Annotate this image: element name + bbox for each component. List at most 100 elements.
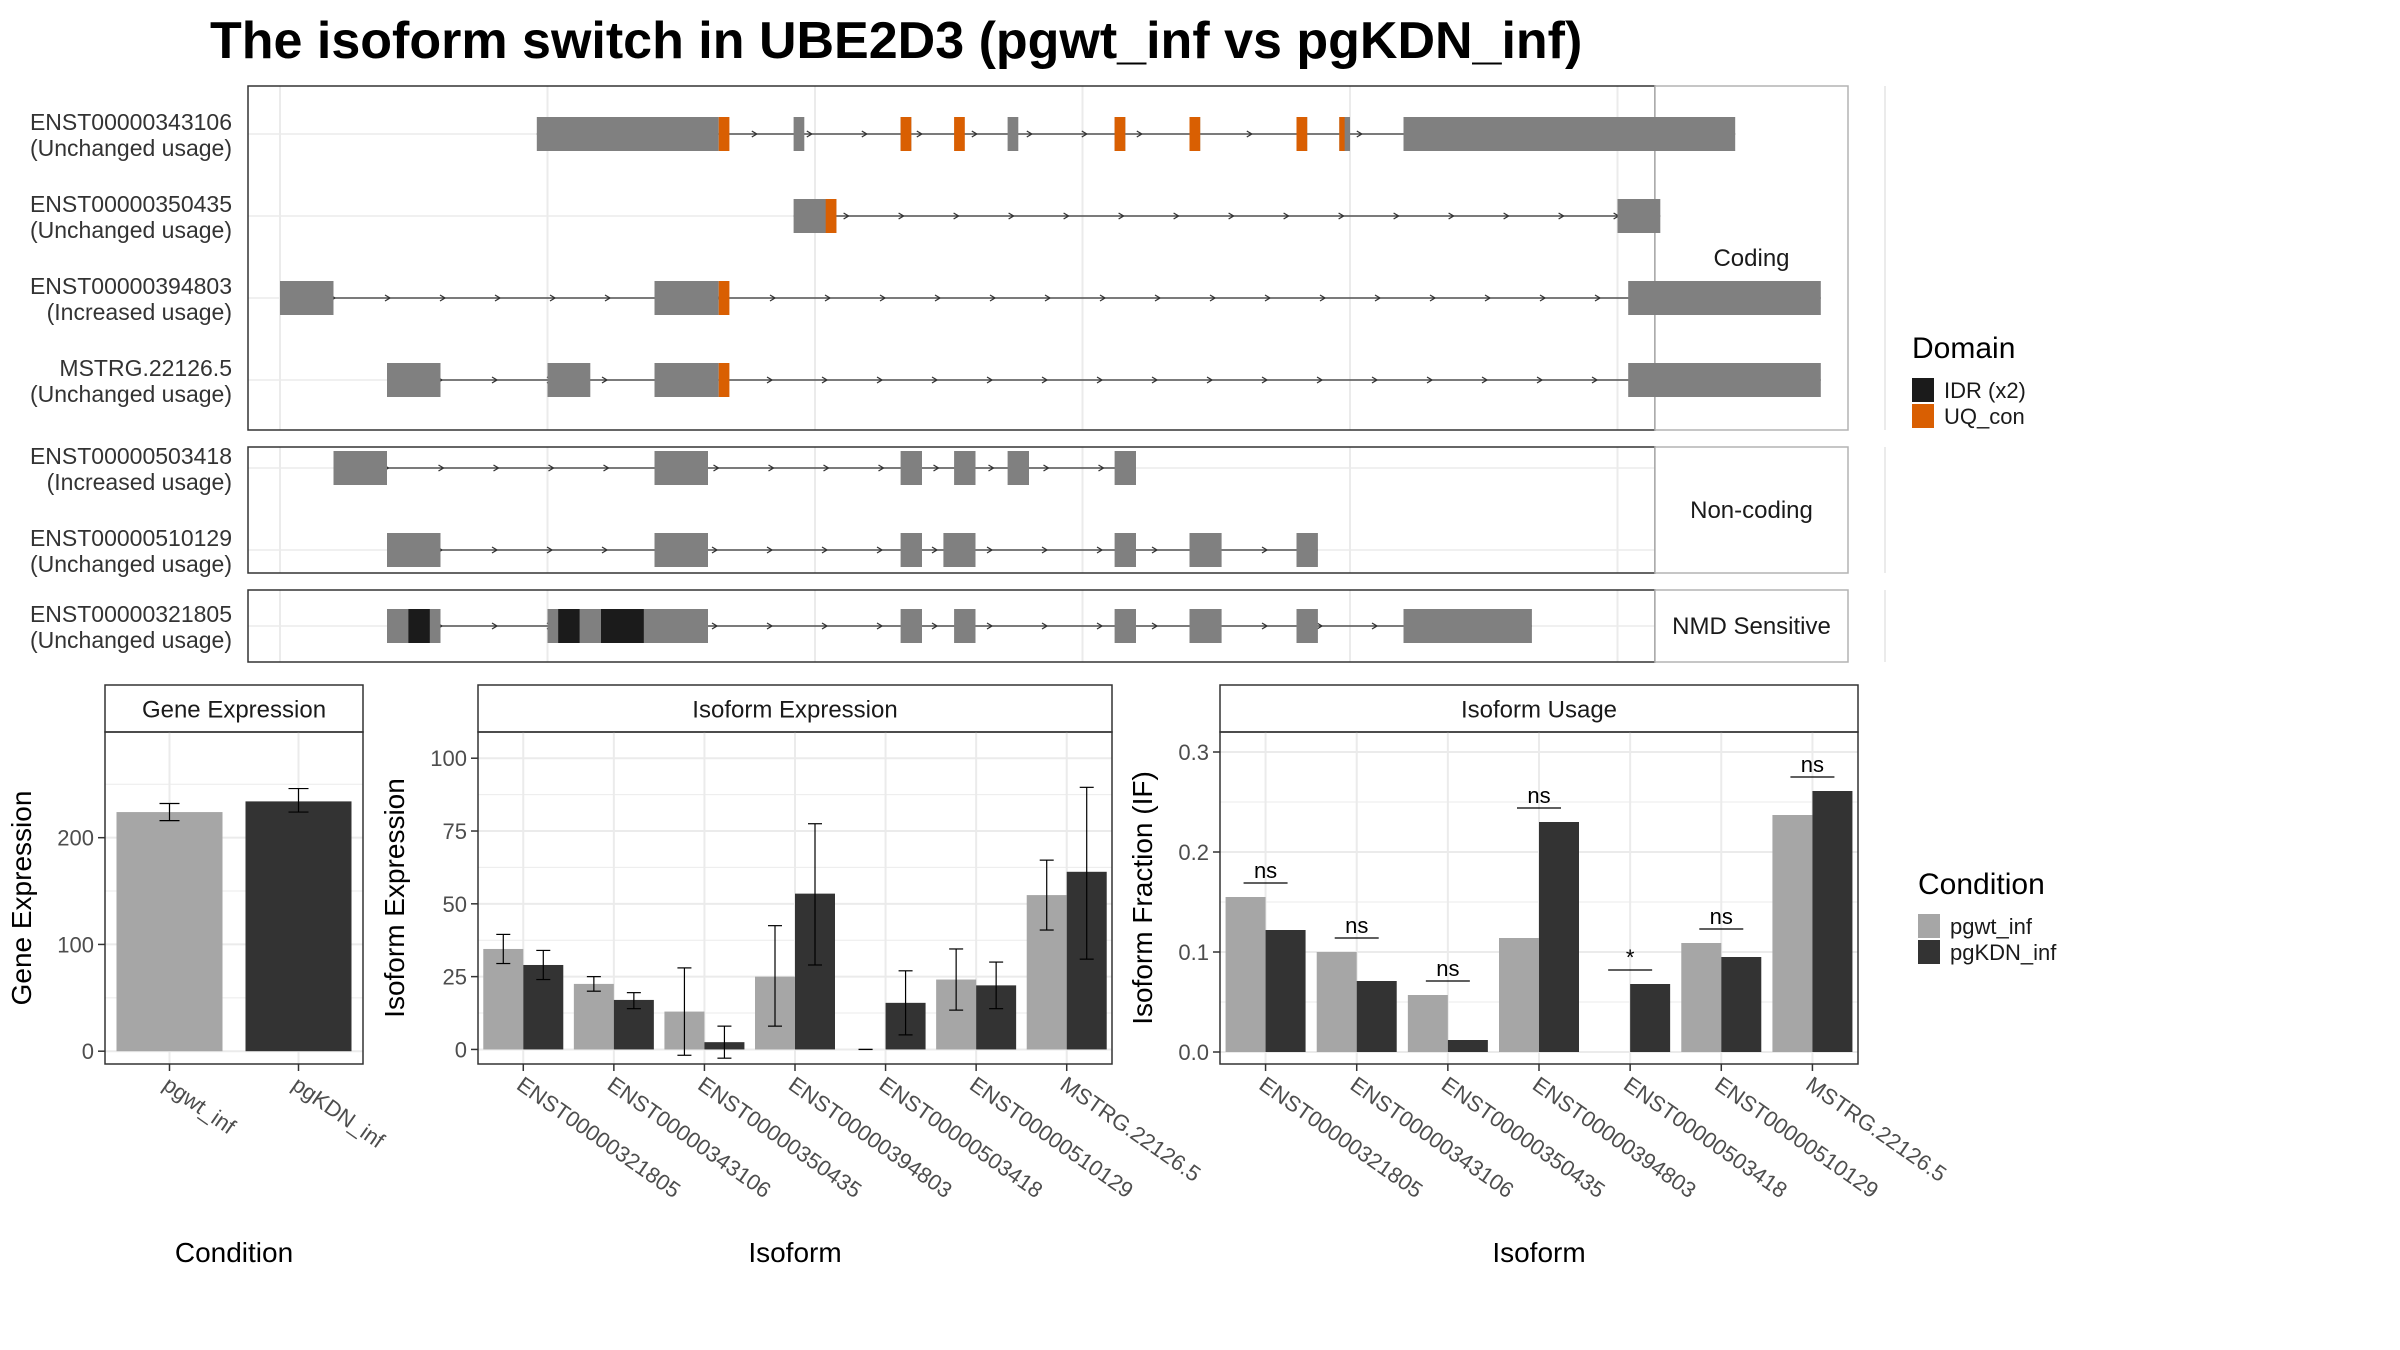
strand-arrow: [878, 464, 885, 472]
strand-arrow: [1151, 622, 1159, 630]
strand-arrow: [823, 464, 830, 472]
bar: [1316, 952, 1357, 1052]
exon: [1403, 117, 1736, 151]
exon: [387, 533, 441, 567]
legends: Domain IDR (x2)UQ_con Condition pgwt_infpgK…: [1912, 332, 2057, 965]
strand-arrow: [934, 294, 942, 302]
transcript-usage-label: (Unchanged usage): [30, 551, 232, 577]
strand-arrow: [491, 376, 499, 384]
strand-arrow: [1591, 376, 1599, 384]
transcript-row: ENST00000510129(Unchanged usage): [30, 525, 1318, 577]
strand-arrow: [766, 622, 774, 630]
strand-arrow: [876, 622, 884, 630]
transcript-id: ENST00000343106: [30, 109, 232, 135]
transcript-usage-label: (Unchanged usage): [30, 381, 232, 407]
y-tick-label: 75: [443, 819, 467, 844]
strand-arrow: [898, 212, 905, 220]
exon: [954, 609, 976, 643]
y-tick-label: 200: [57, 826, 94, 851]
strand-arrow: [1173, 212, 1180, 220]
strand-arrow: [1081, 130, 1089, 138]
strand-arrow: [1063, 212, 1070, 220]
strand-arrow: [1374, 294, 1382, 302]
strand-arrow: [821, 376, 829, 384]
strand-arrow: [821, 622, 829, 630]
transcript-usage-label: (Unchanged usage): [30, 627, 232, 653]
exon: [943, 533, 976, 567]
transcript-row: ENST00000321805(Unchanged usage): [30, 601, 1532, 653]
exon: [654, 451, 708, 485]
x-tick-label: pgwt_inf: [159, 1072, 241, 1140]
condition-legend-swatch: [1918, 940, 1940, 964]
transcript-row: ENST00000503418(Increased usage): [30, 443, 1136, 495]
strand-arrow: [1026, 130, 1034, 138]
transcript-row: ENST00000343106(Unchanged usage): [30, 109, 1736, 161]
exon: [1617, 199, 1661, 233]
strand-arrow: [879, 294, 887, 302]
facet-strip-label: Coding: [1713, 245, 1789, 272]
significance-label: ns: [1710, 904, 1733, 929]
exon: [654, 533, 708, 567]
isoform-expression-chart: Isoform Expression 0 25 50 75 100 ENST00000321…: [379, 684, 1205, 1268]
y-axis-title: Isoform Expression: [379, 778, 410, 1018]
bar: [1630, 984, 1671, 1052]
bar: [1407, 995, 1448, 1052]
chart-title: Gene Expression: [142, 697, 326, 724]
protein-domain: [1189, 117, 1201, 151]
strand-arrow: [548, 464, 555, 472]
bar: [573, 983, 614, 1050]
strand-arrow: [931, 546, 939, 554]
strand-arrow: [1096, 622, 1104, 630]
domain-legend-label: UQ_con: [1944, 404, 2025, 429]
protein-domain: [954, 117, 965, 151]
exon: [954, 451, 976, 485]
x-tick-label: ENST00000503418: [875, 1072, 1048, 1203]
exon: [1114, 533, 1136, 567]
bar: [1772, 815, 1813, 1052]
strand-arrow: [876, 376, 884, 384]
exon: [1628, 281, 1821, 315]
y-tick-label: 0.0: [1178, 1040, 1209, 1065]
exon: [1007, 117, 1019, 151]
strand-arrow: [1448, 212, 1455, 220]
facet-strip: [1654, 589, 1849, 663]
exon: [1628, 363, 1821, 397]
exon: [333, 451, 387, 485]
facet-strip: [1654, 446, 1849, 574]
x-axis-title: Isoform: [1492, 1237, 1585, 1268]
bar: [1265, 930, 1306, 1052]
strand-arrow: [1098, 464, 1105, 472]
strand-arrow: [494, 294, 502, 302]
strand-arrow: [1371, 376, 1379, 384]
exon: [1189, 609, 1222, 643]
bar: [1499, 938, 1539, 1052]
strand-arrow: [601, 376, 609, 384]
transcript-id: ENST00000394803: [30, 273, 232, 299]
x-tick-label: ENST00000350435: [694, 1072, 867, 1203]
y-tick-label: 0.1: [1178, 940, 1209, 965]
strand-arrow: [601, 546, 609, 554]
strand-arrow: [1118, 212, 1125, 220]
strand-arrow: [439, 294, 447, 302]
bar: [245, 801, 352, 1052]
transcript-id: MSTRG.22126.5: [59, 355, 232, 381]
x-axis-title: Condition: [175, 1237, 293, 1268]
bar: [1539, 822, 1579, 1052]
chart-strip: [477, 684, 1113, 733]
protein-domain: [601, 609, 644, 643]
exon: [547, 363, 591, 397]
strand-arrow: [604, 294, 612, 302]
x-tick-label: ENST00000321805: [1255, 1072, 1428, 1203]
strand-arrow: [1206, 376, 1214, 384]
protein-domain: [900, 117, 912, 151]
strand-arrow: [986, 376, 994, 384]
domain-legend-swatch: [1912, 378, 1934, 402]
strand-arrow: [549, 294, 557, 302]
strand-arrow: [766, 376, 774, 384]
protein-domain: [408, 609, 430, 643]
strand-arrow: [986, 546, 994, 554]
strand-arrow: [1429, 294, 1437, 302]
strand-arrow: [1393, 212, 1400, 220]
strand-arrow: [1594, 294, 1602, 302]
